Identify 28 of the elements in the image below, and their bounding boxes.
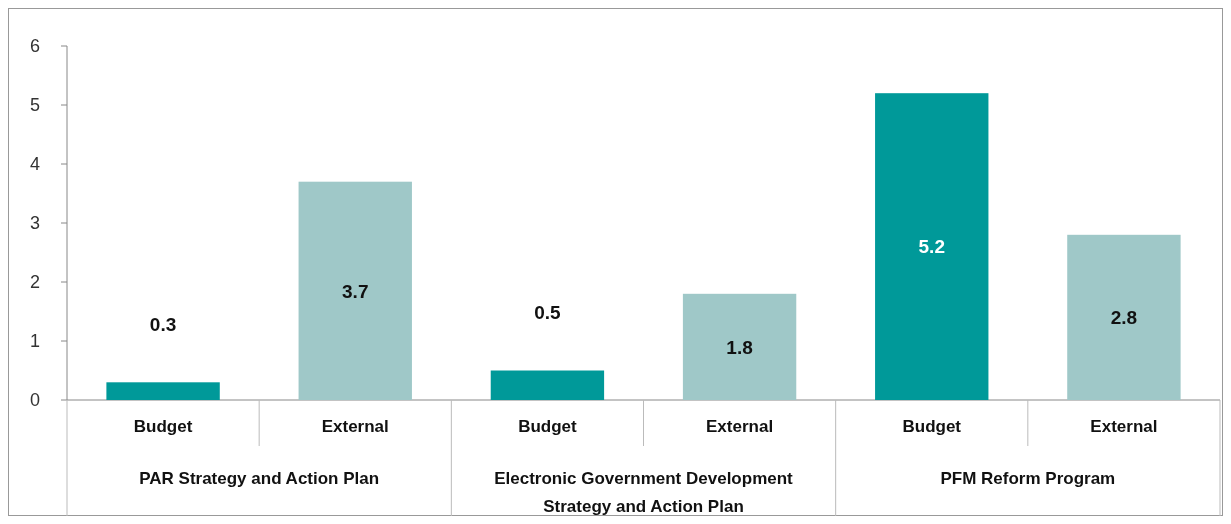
data-label: 0.5 (534, 302, 562, 324)
text: External (706, 417, 774, 436)
x-tick-label: PFM Reform Program (940, 469, 1116, 488)
data-label: 0.3 (149, 313, 177, 335)
y-tick-label: 1 (29, 331, 41, 352)
bar (875, 93, 989, 400)
y-tick-label: 5 (29, 95, 41, 116)
bar (490, 370, 605, 400)
bar (298, 181, 412, 400)
bar (682, 293, 797, 400)
bar (1067, 234, 1181, 400)
x-tick-label: PAR Strategy and Action Plan (139, 469, 380, 488)
x-tick-label: Electronic Government Development Strategy and Action Plan (494, 469, 794, 516)
y-tick-label: 0 (29, 390, 41, 411)
series-label: External (321, 417, 389, 436)
y-tick-label: 2 (29, 272, 41, 293)
data-label: 5.2 (918, 236, 945, 258)
y-tick-label: 3 (29, 213, 41, 234)
text: Budget (902, 417, 962, 436)
text: Budget (518, 417, 577, 436)
series-label: Budget (133, 417, 193, 436)
data-label: 3.7 (342, 280, 369, 302)
data-label: 1.8 (726, 336, 753, 358)
y-tick-label: 6 (29, 36, 41, 57)
data-label: 2.8 (1110, 307, 1138, 329)
bar (106, 382, 220, 400)
y-tick-label: 4 (29, 154, 41, 175)
text: External (1090, 417, 1158, 436)
